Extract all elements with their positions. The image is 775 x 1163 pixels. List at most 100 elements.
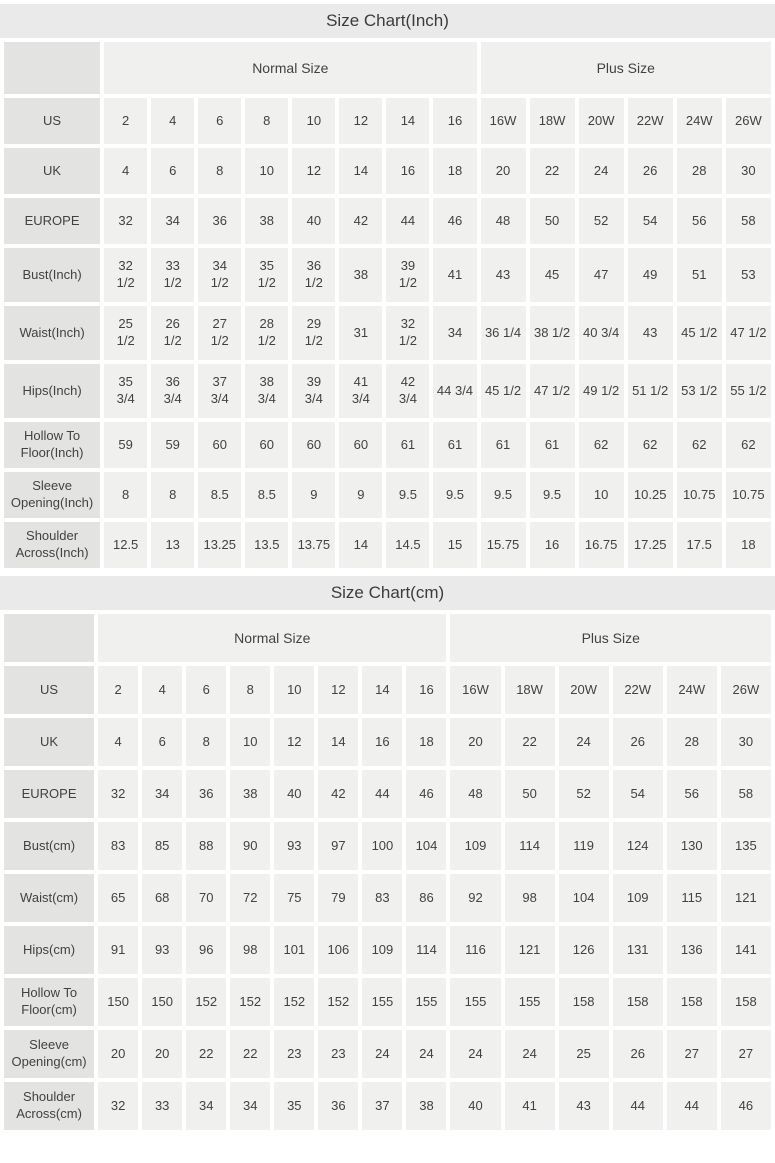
size-value-cell: 36 bbox=[198, 198, 242, 244]
size-value-cell: 13.75 bbox=[292, 522, 336, 568]
size-value-cell: 121 bbox=[504, 926, 555, 974]
size-value-cell: 8 bbox=[230, 666, 271, 714]
size-value-cell: 43 bbox=[558, 1082, 609, 1130]
size-value-cell: 32 1/2 bbox=[386, 306, 430, 360]
size-value-cell: 34 bbox=[142, 770, 183, 818]
size-value-cell: 16 bbox=[362, 718, 403, 766]
size-value-cell: 52 bbox=[558, 770, 609, 818]
size-value-cell: 27 1/2 bbox=[198, 306, 242, 360]
size-value-cell: 93 bbox=[274, 822, 315, 870]
size-value-cell: 54 bbox=[627, 198, 673, 244]
size-value-cell: 72 bbox=[230, 874, 271, 922]
size-value-cell: 23 bbox=[274, 1030, 315, 1078]
size-value-cell: 62 bbox=[725, 422, 771, 468]
size-value-cell: 47 bbox=[578, 248, 624, 302]
size-value-cell: 10 bbox=[292, 98, 336, 144]
size-value-cell: 101 bbox=[274, 926, 315, 974]
size-value-cell: 18W bbox=[504, 666, 555, 714]
size-value-cell: 59 bbox=[151, 422, 195, 468]
size-value-cell: 20 bbox=[480, 148, 526, 194]
size-value-cell: 8 bbox=[151, 472, 195, 518]
size-value-cell: 83 bbox=[98, 822, 139, 870]
size-value-cell: 25 bbox=[558, 1030, 609, 1078]
size-value-cell: 42 bbox=[318, 770, 359, 818]
size-value-cell: 96 bbox=[186, 926, 227, 974]
size-value-cell: 14 bbox=[339, 148, 383, 194]
size-value-cell: 20W bbox=[558, 666, 609, 714]
size-value-cell: 26 bbox=[612, 718, 663, 766]
size-value-cell: 39 3/4 bbox=[292, 364, 336, 418]
size-value-cell: 50 bbox=[529, 198, 575, 244]
size-value-cell: 22 bbox=[529, 148, 575, 194]
size-value-cell: 41 3/4 bbox=[339, 364, 383, 418]
size-value-cell: 12 bbox=[292, 148, 336, 194]
size-value-cell: 47 1/2 bbox=[529, 364, 575, 418]
size-value-cell: 42 bbox=[339, 198, 383, 244]
size-value-cell: 49 1/2 bbox=[578, 364, 624, 418]
size-value-cell: 38 bbox=[230, 770, 271, 818]
size-value-cell: 9.5 bbox=[480, 472, 526, 518]
size-value-cell: 26 bbox=[612, 1030, 663, 1078]
group-header-normal-size: Normal Size bbox=[104, 42, 477, 94]
size-value-cell: 24W bbox=[676, 98, 722, 144]
size-value-cell: 22 bbox=[230, 1030, 271, 1078]
size-value-cell: 44 bbox=[362, 770, 403, 818]
size-chart-inch-section: Size Chart(Inch) Normal Size Plus Size US 2… bbox=[0, 4, 775, 572]
size-value-cell: 28 1/2 bbox=[245, 306, 289, 360]
row-label: Hollow To Floor(cm) bbox=[4, 978, 95, 1026]
size-value-cell: 28 bbox=[666, 718, 717, 766]
size-value-cell: 10 bbox=[230, 718, 271, 766]
row-label: EUROPE bbox=[4, 198, 101, 244]
size-value-cell: 35 3/4 bbox=[104, 364, 148, 418]
size-value-cell: 60 bbox=[292, 422, 336, 468]
size-value-cell: 141 bbox=[720, 926, 771, 974]
row-label: Hips(Inch) bbox=[4, 364, 101, 418]
size-value-cell: 2 bbox=[98, 666, 139, 714]
size-value-cell: 40 3/4 bbox=[578, 306, 624, 360]
size-value-cell: 46 bbox=[406, 770, 447, 818]
size-value-cell: 13 bbox=[151, 522, 195, 568]
size-value-cell: 35 1/2 bbox=[245, 248, 289, 302]
size-value-cell: 4 bbox=[98, 718, 139, 766]
size-value-cell: 98 bbox=[504, 874, 555, 922]
row-label: Bust(cm) bbox=[4, 822, 95, 870]
size-value-cell: 4 bbox=[142, 666, 183, 714]
size-value-cell: 38 bbox=[245, 198, 289, 244]
size-value-cell: 155 bbox=[450, 978, 501, 1026]
size-value-cell: 26 bbox=[627, 148, 673, 194]
size-value-cell: 45 bbox=[529, 248, 575, 302]
size-value-cell: 12 bbox=[318, 666, 359, 714]
size-value-cell: 14 bbox=[318, 718, 359, 766]
size-value-cell: 152 bbox=[186, 978, 227, 1026]
size-value-cell: 114 bbox=[406, 926, 447, 974]
size-value-cell: 17.5 bbox=[676, 522, 722, 568]
size-value-cell: 55 1/2 bbox=[725, 364, 771, 418]
size-value-cell: 121 bbox=[720, 874, 771, 922]
size-value-cell: 13.5 bbox=[245, 522, 289, 568]
size-value-cell: 35 bbox=[274, 1082, 315, 1130]
size-value-cell: 34 bbox=[186, 1082, 227, 1130]
size-value-cell: 61 bbox=[386, 422, 430, 468]
size-value-cell: 24 bbox=[362, 1030, 403, 1078]
size-value-cell: 8 bbox=[186, 718, 227, 766]
size-value-cell: 9 bbox=[292, 472, 336, 518]
size-value-cell: 14 bbox=[386, 98, 430, 144]
size-value-cell: 109 bbox=[612, 874, 663, 922]
size-value-cell: 4 bbox=[151, 98, 195, 144]
size-chart-cm-section: Size Chart(cm) Normal Size Plus Size US 2 4 6… bbox=[0, 576, 775, 1134]
size-value-cell: 20 bbox=[98, 1030, 139, 1078]
size-value-cell: 32 bbox=[98, 770, 139, 818]
size-value-cell: 79 bbox=[318, 874, 359, 922]
size-value-cell: 90 bbox=[230, 822, 271, 870]
size-value-cell: 44 bbox=[666, 1082, 717, 1130]
size-value-cell: 75 bbox=[274, 874, 315, 922]
size-value-cell: 155 bbox=[504, 978, 555, 1026]
size-value-cell: 60 bbox=[245, 422, 289, 468]
size-value-cell: 48 bbox=[480, 198, 526, 244]
size-value-cell: 6 bbox=[151, 148, 195, 194]
row-label: Shoulder Across(cm) bbox=[4, 1082, 95, 1130]
size-value-cell: 104 bbox=[558, 874, 609, 922]
size-value-cell: 12.5 bbox=[104, 522, 148, 568]
size-value-cell: 18W bbox=[529, 98, 575, 144]
row-label: Hips(cm) bbox=[4, 926, 95, 974]
